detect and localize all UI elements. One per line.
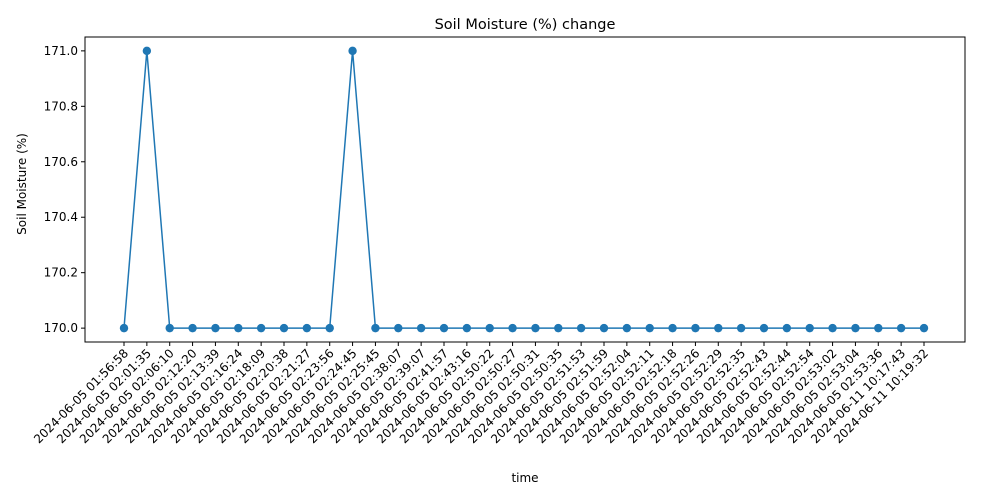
y-tick-label: 170.2 [44,266,78,280]
y-tick-label: 170.6 [44,155,78,169]
data-point [188,323,197,333]
y-tick-label: 170.4 [44,210,78,224]
data-point [828,323,837,333]
data-point [851,323,860,333]
data-point [325,323,334,333]
plot-area [84,36,966,343]
data-point [576,323,586,333]
data-point [234,323,243,333]
data-point [279,323,289,333]
data-point [256,323,266,333]
data-point [462,323,472,333]
y-axis-label: Soil Moisture (%) [15,133,29,235]
data-point [782,323,792,333]
data-point [554,323,563,333]
data-point [416,323,426,333]
data-point [531,323,540,333]
data-point [211,323,220,333]
data-point [439,323,449,333]
data-point [691,323,700,333]
data-point [759,323,769,333]
data-point [142,46,152,56]
data-point [302,323,312,333]
data-point [508,323,517,333]
data-point [371,323,380,333]
data-point [119,323,129,333]
data-point [896,323,906,333]
data-point [736,323,746,333]
data-point [714,323,723,333]
y-tick-label: 170.8 [44,99,78,113]
data-point [622,323,632,333]
data-point [645,323,654,333]
data-point [165,323,174,333]
data-point [599,323,609,333]
x-axis-label: time [511,471,538,485]
data-point [668,323,677,333]
y-tick-label: 171.0 [44,44,78,58]
data-point [485,323,494,333]
data-point [348,46,357,56]
data-point [805,323,814,333]
chart-title: Soil Moisture (%) change [435,17,616,33]
series-line [123,50,924,329]
data-point [874,323,883,333]
y-tick-label: 170.0 [44,321,78,335]
data-point [919,323,929,333]
data-point [394,323,403,333]
